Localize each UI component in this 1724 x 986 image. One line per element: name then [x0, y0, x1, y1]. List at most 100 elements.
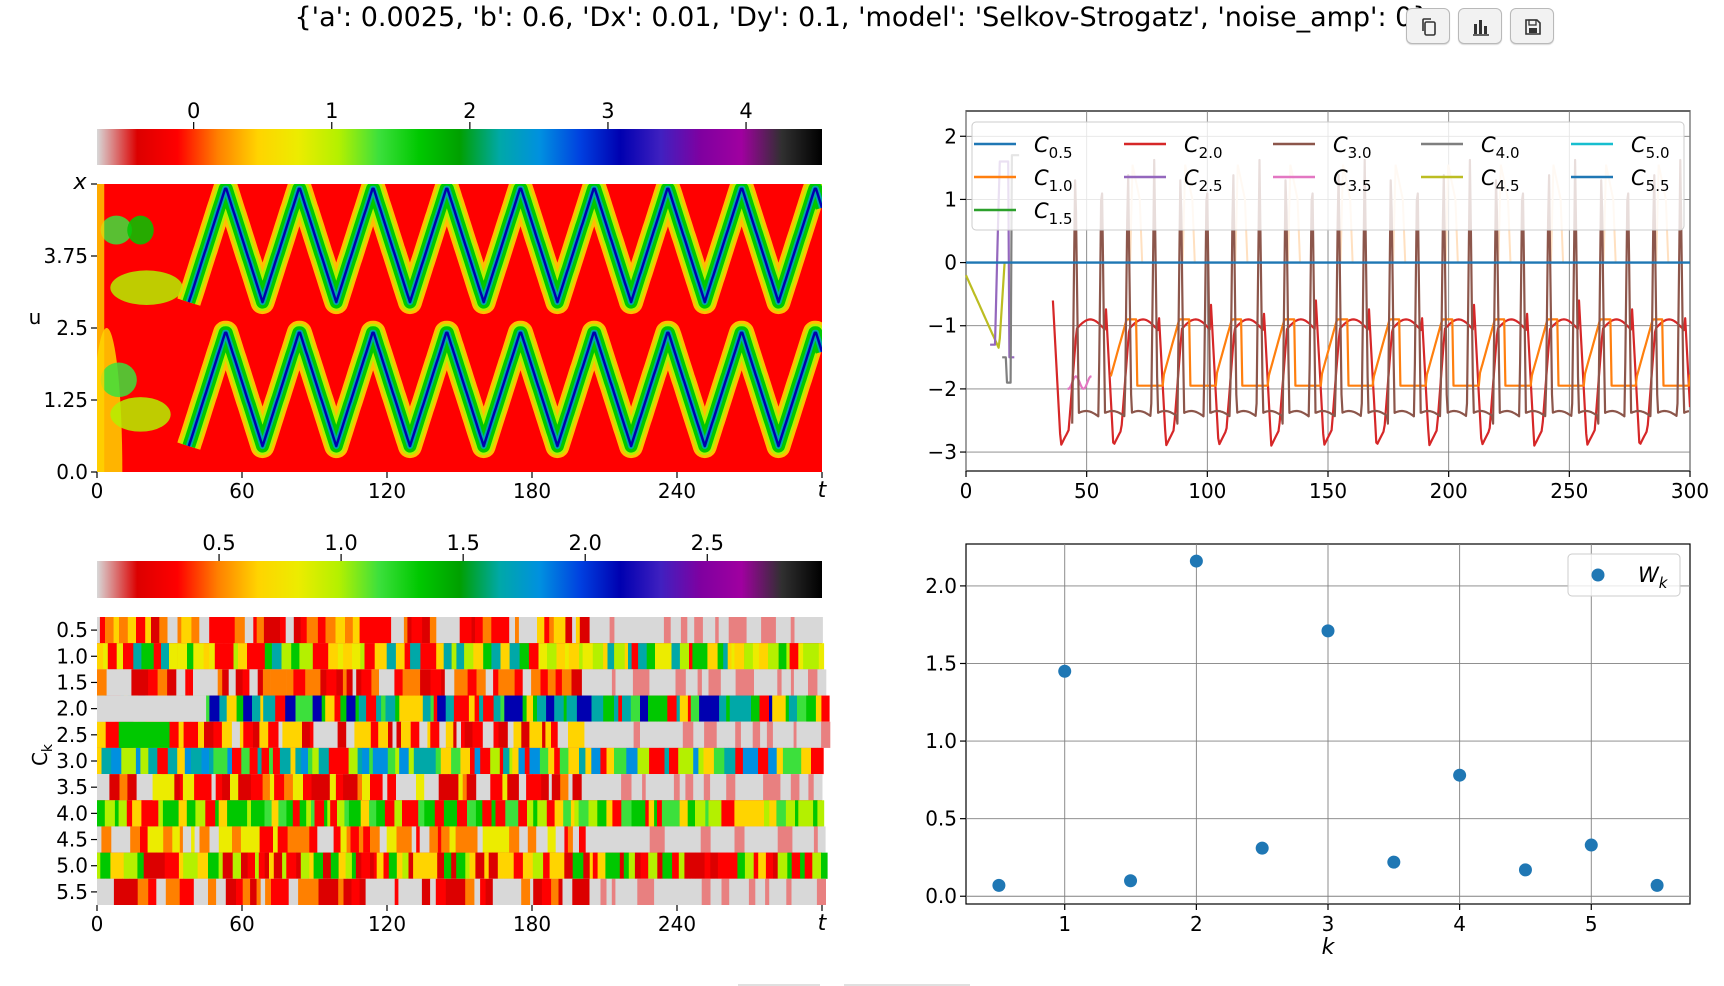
- row-cell: [495, 800, 506, 827]
- row-cell: [635, 826, 643, 853]
- row-cell: [491, 617, 500, 644]
- row-cell: [360, 800, 370, 827]
- legend-label-name: C: [1333, 133, 1348, 157]
- row-cell: [766, 826, 775, 853]
- legend-label-sub: 3.0: [1348, 144, 1372, 162]
- row-cell: [769, 800, 777, 827]
- row-cell: [650, 878, 655, 905]
- row-cell: [328, 643, 339, 670]
- row-cell: [362, 721, 372, 748]
- row-cell: [284, 774, 294, 801]
- row-cell: [688, 852, 696, 879]
- row-cell: [311, 800, 315, 827]
- row-cell: [474, 695, 480, 722]
- row-cell: [263, 826, 274, 853]
- row-cell: [249, 826, 260, 853]
- row-cell: [664, 747, 670, 775]
- row-cell: [424, 800, 436, 827]
- row-cell: [338, 747, 349, 775]
- row-cell: [333, 826, 341, 853]
- colorbar-tick-label: 1.0: [324, 531, 357, 555]
- row-cell: [618, 826, 626, 853]
- row-cell: [400, 617, 405, 644]
- row-cell: [265, 878, 272, 905]
- row-cell: [456, 643, 465, 670]
- row-cell: [698, 774, 705, 801]
- row-cell: [551, 721, 559, 748]
- legend-label: C1.5: [1034, 199, 1073, 228]
- row-cell: [815, 695, 822, 722]
- row-cell: [633, 721, 641, 748]
- row-cell: [521, 721, 530, 748]
- row-cell: [427, 747, 436, 775]
- row-cell: [286, 800, 294, 827]
- save-button[interactable]: [1510, 8, 1554, 44]
- row-cell: [437, 852, 445, 879]
- row-cell: [657, 852, 663, 879]
- row-cell: [443, 643, 448, 670]
- row-cell: [183, 721, 192, 748]
- row-cell: [748, 721, 754, 748]
- row-cell: [649, 747, 660, 775]
- row-cell: [648, 852, 658, 879]
- row-cell: [225, 774, 231, 801]
- legend-label: C5.5: [1631, 166, 1670, 195]
- row-cell: [497, 852, 506, 879]
- row-cell: [768, 643, 779, 670]
- row-cell: [521, 617, 530, 644]
- row-cell: [436, 721, 440, 748]
- row-cell: [122, 669, 132, 696]
- row-cell: [482, 721, 488, 748]
- row-cell: [451, 800, 458, 827]
- row-cell: [296, 852, 302, 879]
- row-cell: [109, 774, 120, 801]
- row-cell: [403, 617, 408, 644]
- wave-blob: [127, 215, 154, 245]
- row-cell: [269, 747, 274, 775]
- row-cell: [710, 826, 719, 853]
- row-cell: [312, 695, 317, 722]
- row-cell: [302, 695, 313, 722]
- row-cell: [615, 878, 619, 905]
- row-cell: [772, 695, 784, 722]
- ytick-label: −3: [928, 440, 957, 464]
- row-cell: [565, 643, 570, 670]
- row-cell: [614, 747, 620, 775]
- row-cell: [395, 747, 400, 775]
- row-cell: [317, 826, 327, 853]
- scatter-point: [1321, 624, 1335, 638]
- row-cell: [713, 747, 725, 775]
- row-cell: [618, 721, 626, 748]
- copy-button[interactable]: [1406, 8, 1450, 44]
- row-cell: [529, 617, 534, 644]
- row-cell: [799, 774, 809, 801]
- row-cell: [625, 721, 634, 748]
- row-cell: [793, 721, 797, 748]
- row-cell: [686, 826, 691, 853]
- row-cell: [700, 826, 712, 853]
- row-cell: [197, 852, 209, 879]
- space-time-xticks: 0 60 120 180 240: [91, 472, 823, 503]
- row-cell: [808, 669, 818, 696]
- row-cell: [490, 774, 497, 801]
- row-cell: [662, 852, 673, 879]
- row-cell: [273, 826, 278, 853]
- row-cell: [278, 721, 283, 748]
- row-cell: [709, 747, 715, 775]
- row-cell: [251, 800, 260, 827]
- row-cell: [308, 878, 319, 905]
- row-cell: [445, 721, 454, 748]
- row-cell: [279, 878, 290, 905]
- row-cell: [358, 695, 367, 722]
- row-cell: [394, 800, 403, 827]
- row-cell: [720, 669, 730, 696]
- bar-chart-button[interactable]: [1458, 8, 1502, 44]
- row-cell: [429, 826, 439, 853]
- row-cell: [664, 826, 676, 853]
- row-cell: [527, 800, 534, 827]
- row-cell: [498, 826, 510, 853]
- row-cell: [509, 643, 520, 670]
- row-cell: [548, 747, 555, 775]
- row-cell: [332, 669, 337, 696]
- row-cell: [807, 800, 814, 827]
